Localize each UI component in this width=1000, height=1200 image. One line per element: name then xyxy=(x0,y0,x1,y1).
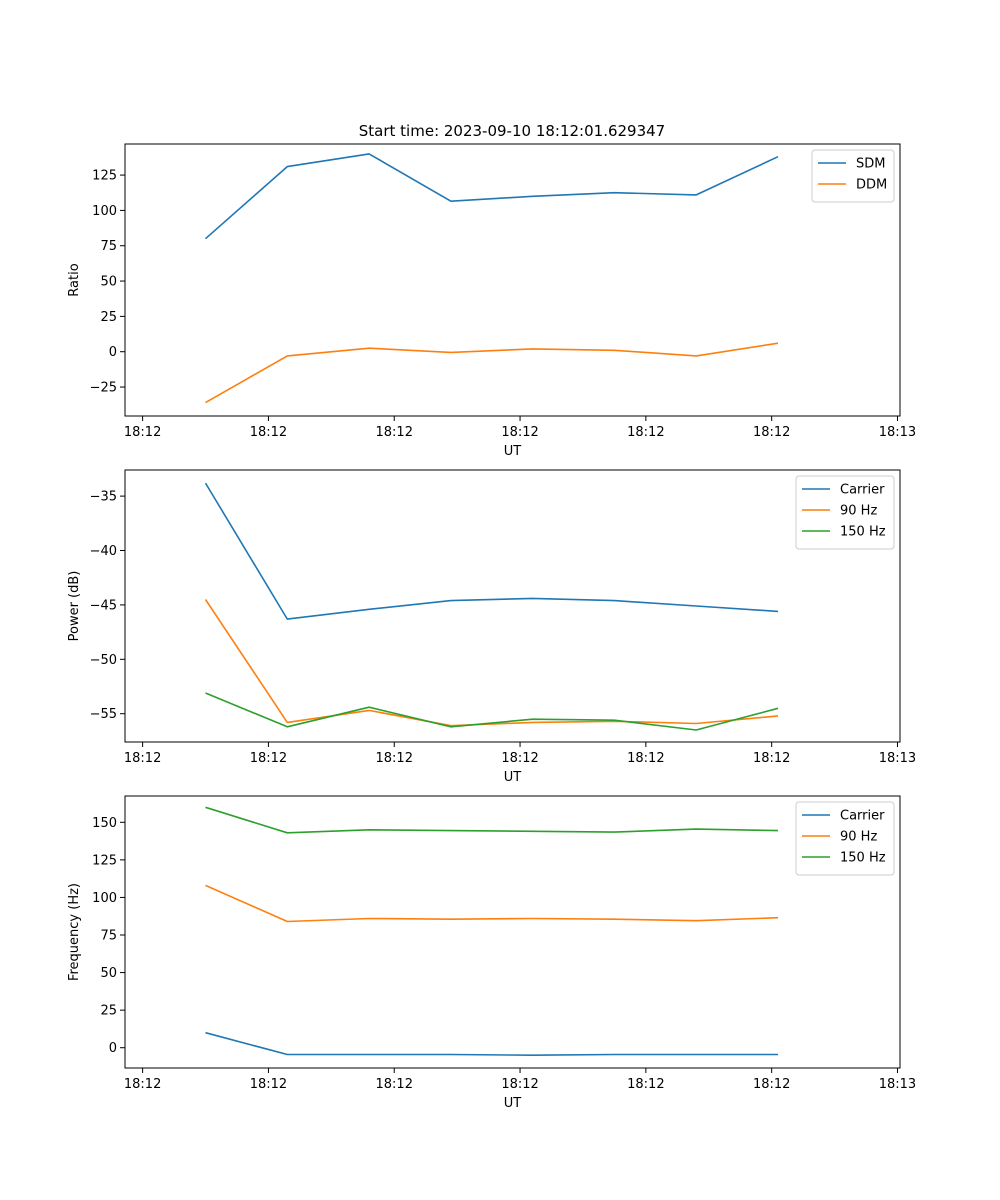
x-tick-label: 18:12 xyxy=(376,751,413,766)
x-tick-label: 18:13 xyxy=(879,751,916,766)
x-axis-label: UT xyxy=(504,1096,522,1111)
series-line-ddm xyxy=(205,342,779,404)
chart-panel-2: 18:12 18:12 18:12 18:12 18:12 18:12 18:13 UT −55… xyxy=(67,469,916,785)
plot-area xyxy=(125,144,900,416)
y-tick-label: 0 xyxy=(109,345,117,360)
legend-label: 90 Hz xyxy=(840,504,877,519)
y-axis-label: Power (dB) xyxy=(67,571,82,642)
x-tick-label: 18:12 xyxy=(250,1077,287,1092)
y-tick-label: 125 xyxy=(92,853,117,868)
legend-label: Carrier xyxy=(840,483,885,498)
plot-frame xyxy=(124,795,901,1069)
x-tick-label: 18:12 xyxy=(124,425,161,440)
y-tick-label: 100 xyxy=(92,204,117,219)
legend: SDM DDM xyxy=(811,149,895,203)
x-tick-label: 18:12 xyxy=(501,751,538,766)
series-line-90-hz xyxy=(205,884,779,923)
plot-frame xyxy=(124,143,901,417)
x-tick-label: 18:13 xyxy=(879,1077,916,1092)
x-tick-label: 18:12 xyxy=(250,751,287,766)
legend-label: DDM xyxy=(856,178,887,193)
x-tick-label: 18:12 xyxy=(627,751,664,766)
y-tick-label: −40 xyxy=(90,544,117,559)
legend-label: 150 Hz xyxy=(840,851,886,866)
y-tick-label: −35 xyxy=(90,490,117,505)
x-tick-label: 18:12 xyxy=(250,425,287,440)
y-tick-label: 25 xyxy=(100,310,117,325)
y-tick-label: 75 xyxy=(100,929,117,944)
x-tick-label: 18:12 xyxy=(627,425,664,440)
plot-area xyxy=(125,796,900,1068)
series-line-carrier xyxy=(205,1031,778,1056)
series-line-sdm xyxy=(204,153,779,240)
y-tick-label: 50 xyxy=(100,966,117,981)
legend-label: 150 Hz xyxy=(840,525,886,540)
series-line-carrier xyxy=(204,482,779,620)
x-tick-label: 18:12 xyxy=(376,425,413,440)
legend-label: Carrier xyxy=(840,809,885,824)
y-tick-label: 0 xyxy=(109,1041,117,1056)
y-tick-label: 125 xyxy=(92,169,117,184)
y-tick-label: −25 xyxy=(90,381,117,396)
chart-panel-3: 18:12 18:12 18:12 18:12 18:12 18:12 18:13 UT 0 25… xyxy=(67,795,916,1111)
x-tick-label: 18:12 xyxy=(501,425,538,440)
x-axis-label: UT xyxy=(504,444,522,459)
legend: Carrier 90 Hz 150 Hz xyxy=(795,475,895,550)
y-tick-label: −55 xyxy=(90,707,117,722)
figure-title: Start time: 2023-09-10 18:12:01.629347 xyxy=(359,122,665,140)
series-line-150-hz xyxy=(205,692,779,731)
series-line-150-hz xyxy=(205,806,779,834)
x-tick-label: 18:12 xyxy=(753,1077,790,1092)
x-axis-label: UT xyxy=(504,770,522,785)
panels: 18:12 18:12 18:12 18:12 18:12 18:12 18:13 UT −25… xyxy=(67,143,916,1111)
legend-label: SDM xyxy=(856,157,885,172)
x-tick-label: 18:12 xyxy=(501,1077,538,1092)
y-tick-label: 100 xyxy=(92,891,117,906)
x-tick-label: 18:12 xyxy=(124,751,161,766)
x-tick-label: 18:12 xyxy=(627,1077,664,1092)
x-tick-label: 18:12 xyxy=(376,1077,413,1092)
y-tick-label: 75 xyxy=(100,239,117,254)
y-tick-label: 25 xyxy=(100,1004,117,1019)
y-tick-label: 50 xyxy=(100,275,117,290)
x-tick-label: 18:12 xyxy=(753,425,790,440)
plot-area xyxy=(125,470,900,742)
legend: Carrier 90 Hz 150 Hz xyxy=(795,801,895,876)
y-axis-label: Frequency (Hz) xyxy=(67,883,82,981)
x-tick-label: 18:12 xyxy=(124,1077,161,1092)
y-tick-label: 150 xyxy=(92,816,117,831)
chart-panel-1: 18:12 18:12 18:12 18:12 18:12 18:12 18:13 UT −25… xyxy=(67,143,916,459)
y-axis-label: Ratio xyxy=(67,263,82,296)
x-tick-label: 18:12 xyxy=(753,751,790,766)
y-tick-label: −50 xyxy=(90,653,117,668)
legend-label: 90 Hz xyxy=(840,830,877,845)
series-line-90-hz xyxy=(204,599,779,727)
x-tick-label: 18:13 xyxy=(879,425,916,440)
plot-frame xyxy=(124,469,901,743)
y-tick-label: −45 xyxy=(90,598,117,613)
